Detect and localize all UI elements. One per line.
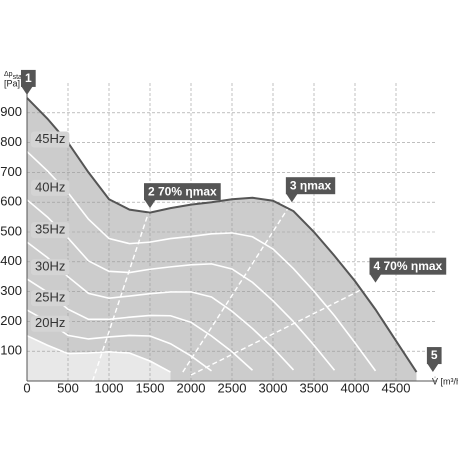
- y-tick-label: 100: [0, 343, 22, 358]
- y-tick-label: 500: [0, 223, 22, 238]
- series-line: [26, 97, 418, 373]
- x-tick-label: 1000: [95, 381, 124, 396]
- x-tick-label: 500: [57, 381, 79, 396]
- y-label-symbol: Δp: [4, 71, 13, 78]
- efficiency-line: [91, 207, 151, 382]
- annotation-box: [426, 347, 442, 365]
- series-line: [26, 150, 377, 372]
- series-label: 35Hz: [35, 222, 65, 237]
- areas: [27, 97, 417, 382]
- annotation-label: 4 70% ηmax: [374, 259, 443, 273]
- series-label: 30Hz: [35, 259, 65, 274]
- y-label-sub: stat: [13, 74, 24, 81]
- label-box: [31, 290, 70, 307]
- x-tick-label: 4500: [382, 381, 411, 396]
- x-tick-label: 0: [23, 381, 30, 396]
- series-label: 20Hz: [35, 315, 65, 330]
- label-box: [31, 222, 70, 239]
- label-box: [31, 315, 70, 332]
- area: [27, 97, 417, 382]
- annotation-pointer: [285, 193, 298, 203]
- y-tick-label: 300: [0, 283, 22, 298]
- area: [27, 335, 171, 381]
- x-tick-label: 2500: [218, 381, 247, 396]
- annotation-box: [285, 177, 336, 195]
- y-tick-label: 200: [0, 313, 22, 328]
- y-label-unit: [Pa]: [4, 78, 20, 88]
- x-tick-label: 2000: [177, 381, 206, 396]
- label-box: [31, 259, 70, 276]
- series-label: 25Hz: [35, 290, 65, 305]
- annotation-label: 1: [25, 71, 32, 85]
- series-label: 45Hz: [35, 131, 65, 146]
- efficiency-line: [182, 201, 293, 373]
- annotation-box: [144, 183, 221, 201]
- y-tick-label: 600: [0, 194, 22, 209]
- annotation-pointer: [21, 85, 33, 95]
- series-line: [26, 199, 336, 371]
- y-tick-label: 900: [0, 104, 22, 119]
- x-tick-label: 4000: [341, 381, 370, 396]
- annotation-label: 5: [431, 348, 438, 362]
- efficiency-line: [190, 282, 376, 376]
- x-tick-label: 3000: [259, 381, 288, 396]
- annotation-box: [369, 257, 447, 275]
- lines: [26, 97, 418, 382]
- x-tick-label: 1500: [136, 381, 165, 396]
- series-line: [26, 278, 254, 371]
- y-tick-label: 400: [0, 253, 22, 268]
- annotation-label: 2 70% ηmax: [148, 184, 217, 198]
- label-box: [31, 131, 70, 148]
- annotation-pointer: [144, 199, 156, 209]
- annotation-pointer: [369, 273, 382, 283]
- x-tick-label: 3500: [300, 381, 329, 396]
- annotation-pointer: [426, 363, 439, 373]
- label-box: [31, 179, 70, 196]
- series-line: [26, 241, 295, 371]
- y-tick-label: 800: [0, 134, 22, 149]
- annotation-label: 3 ηmax: [290, 178, 332, 192]
- y-label: Δpstat: [4, 71, 24, 81]
- series-line: [26, 334, 171, 373]
- y-tick-label: 700: [0, 164, 22, 179]
- x-label: V̇ [m³/h]: [432, 376, 458, 386]
- series-label: 40Hz: [35, 179, 65, 194]
- annotation-box: [21, 69, 36, 87]
